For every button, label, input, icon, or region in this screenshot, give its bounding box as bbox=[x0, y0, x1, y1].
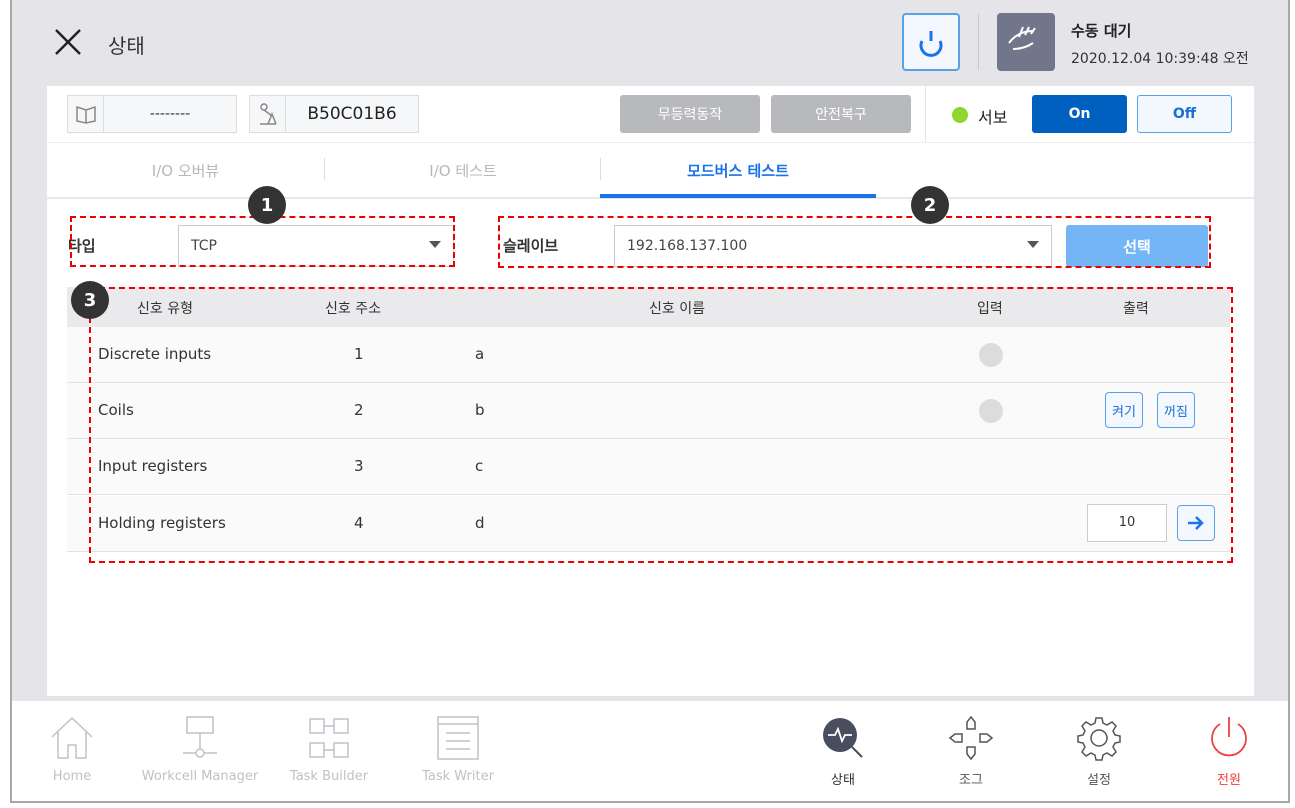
nav-power[interactable]: 전원 bbox=[1174, 715, 1284, 788]
free-drive-button[interactable]: 무등력동작 bbox=[620, 95, 760, 133]
table-row: Input registers 3 c bbox=[67, 439, 1230, 495]
register-value-input[interactable]: 10 bbox=[1087, 504, 1167, 542]
nav-task-builder[interactable]: Task Builder bbox=[274, 715, 384, 784]
servo-label: 서보 bbox=[978, 108, 1008, 127]
datetime: 2020.12.04 10:39:48 오전 bbox=[1071, 51, 1249, 67]
bottom-nav bbox=[12, 700, 1288, 801]
page-title: 상태 bbox=[108, 34, 145, 58]
close-icon[interactable] bbox=[52, 26, 84, 58]
send-arrow-button[interactable] bbox=[1177, 505, 1215, 541]
power-icon bbox=[1211, 717, 1247, 757]
workcell-icon bbox=[183, 716, 217, 758]
input-indicator bbox=[979, 343, 1003, 367]
select-button[interactable]: 선택 bbox=[1066, 225, 1208, 267]
nav-jog[interactable]: 조그 bbox=[916, 715, 1026, 788]
task-writer-icon bbox=[437, 716, 479, 760]
nav-task-writer[interactable]: Task Writer bbox=[403, 715, 513, 784]
tab-io-test[interactable]: I/O 테스트 bbox=[429, 162, 497, 180]
tab-io-overview[interactable]: I/O 오버뷰 bbox=[151, 162, 220, 180]
hand-icon bbox=[997, 13, 1055, 71]
nav-workcell-manager[interactable]: Workcell Manager bbox=[130, 715, 270, 784]
annotation-badge-3: 3 bbox=[71, 281, 109, 319]
tab-modbus-test[interactable]: 모드버스 테스트 bbox=[687, 162, 789, 180]
tab-bar bbox=[47, 142, 1254, 199]
refresh-button[interactable] bbox=[902, 13, 960, 71]
annotation-box-3 bbox=[89, 287, 1233, 563]
mode-status: 수동 대기 bbox=[1071, 22, 1132, 40]
slave-label: 슬레이브 bbox=[503, 237, 559, 255]
workcell-field[interactable]: -------- bbox=[67, 95, 237, 133]
divider bbox=[978, 14, 979, 70]
robot-icon bbox=[250, 96, 286, 132]
dropdown-arrow-icon bbox=[1027, 241, 1039, 248]
nav-home[interactable]: Home bbox=[17, 715, 127, 784]
table-row: Discrete inputs 1 a bbox=[67, 327, 1230, 383]
annotation-badge-1: 1 bbox=[248, 186, 286, 224]
servo-off-button[interactable]: Off bbox=[1137, 95, 1232, 133]
servo-status-indicator bbox=[952, 107, 968, 123]
table-header: 신호 유형 신호 주소 신호 이름 입력 출력 bbox=[67, 287, 1230, 327]
servo-on-button[interactable]: On bbox=[1032, 95, 1127, 133]
table-row: Holding registers 4 d 10 bbox=[67, 496, 1230, 552]
home-icon bbox=[51, 716, 93, 759]
nav-status[interactable]: 상태 bbox=[788, 715, 898, 788]
jog-icon bbox=[948, 715, 994, 761]
input-indicator bbox=[979, 399, 1003, 423]
coil-on-button[interactable]: 켜기 bbox=[1105, 392, 1143, 428]
annotation-badge-2: 2 bbox=[911, 186, 949, 224]
robot-field[interactable]: B50C01B6 bbox=[249, 95, 419, 133]
tab-divider bbox=[324, 158, 325, 180]
book-icon bbox=[68, 96, 104, 132]
annotation-box-2 bbox=[498, 216, 1211, 268]
divider bbox=[925, 86, 926, 142]
active-tab-indicator bbox=[600, 194, 876, 198]
task-builder-icon bbox=[309, 718, 349, 758]
coil-off-button[interactable]: 꺼짐 bbox=[1157, 392, 1195, 428]
safety-recovery-button[interactable]: 안전복구 bbox=[771, 95, 911, 133]
nav-settings[interactable]: 설정 bbox=[1044, 715, 1154, 788]
table-row: Coils 2 b 켜기 꺼짐 bbox=[67, 383, 1230, 439]
tab-divider bbox=[600, 158, 601, 180]
gear-icon bbox=[1077, 717, 1121, 761]
type-label: 타입 bbox=[68, 237, 96, 255]
status-search-icon bbox=[823, 718, 863, 758]
dropdown-arrow-icon bbox=[429, 241, 441, 248]
